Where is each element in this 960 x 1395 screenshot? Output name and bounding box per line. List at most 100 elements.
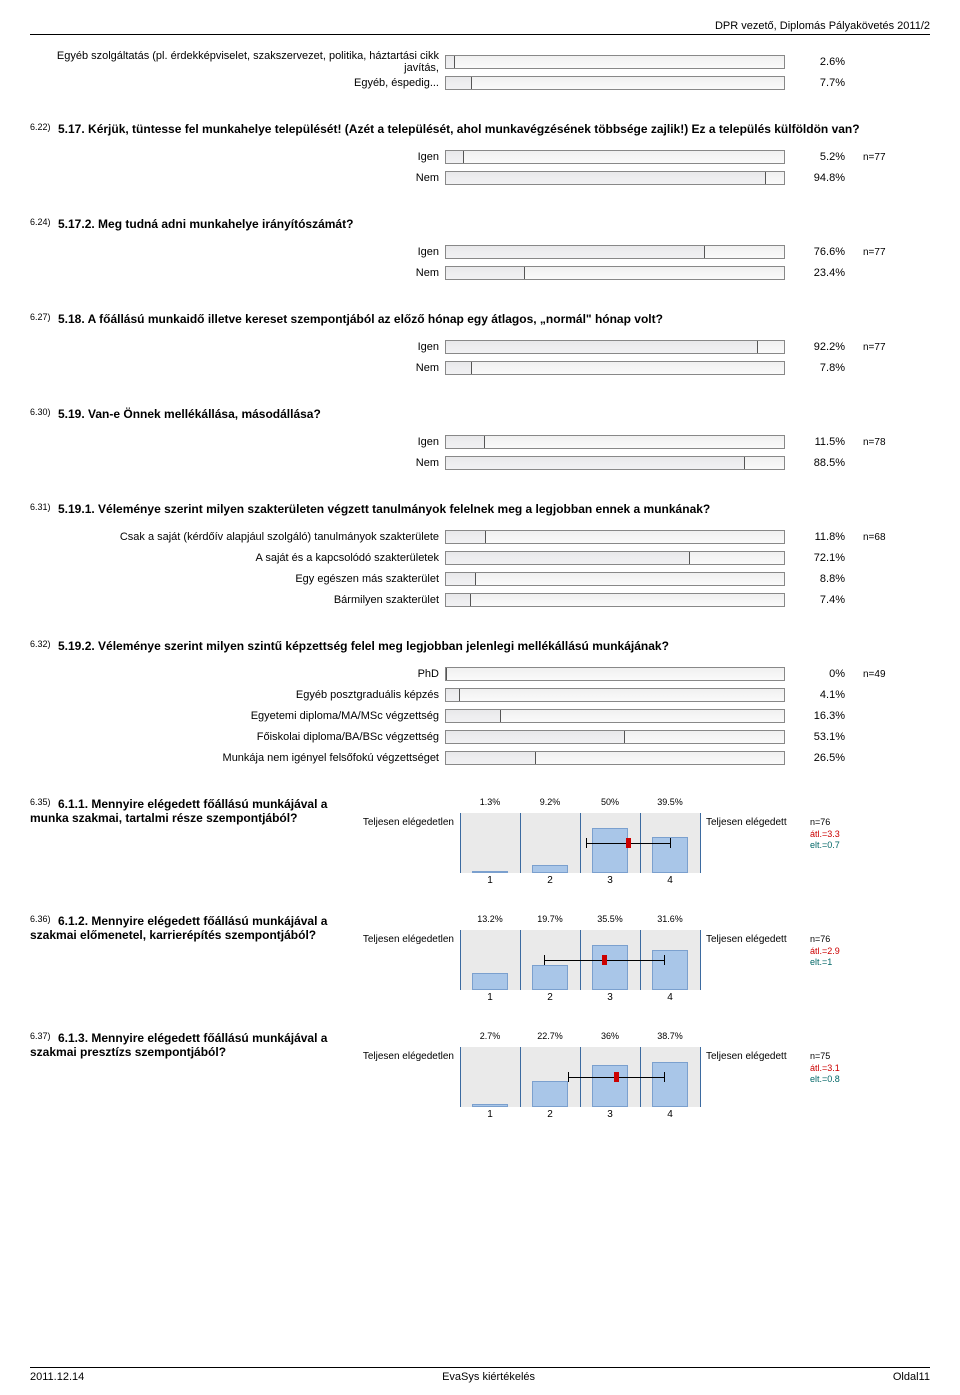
bar-fill bbox=[446, 341, 758, 353]
question-title: 5.19.1. Véleménye szerint milyen szakter… bbox=[58, 502, 710, 516]
bar-value: 92.2% bbox=[785, 341, 845, 353]
bar-fill bbox=[446, 531, 486, 543]
bar-box bbox=[445, 709, 785, 723]
likert-left-label: Teljesen elégedetlen bbox=[360, 797, 460, 828]
likert-dev: elt.=0.7 bbox=[810, 840, 880, 852]
bar-row: Igen5.2%n=77 bbox=[30, 148, 930, 166]
bar-label: Igen bbox=[30, 436, 445, 448]
bar-box bbox=[445, 730, 785, 744]
likert-pct: 19.7% bbox=[520, 914, 580, 924]
bar-row: Egyéb posztgraduális képzés4.1% bbox=[30, 686, 930, 704]
question-ref: 6.30) bbox=[30, 407, 58, 417]
likert-dev: elt.=0.8 bbox=[810, 1074, 880, 1086]
likert-tick: 2 bbox=[520, 1109, 580, 1120]
likert-left-label: Teljesen elégedetlen bbox=[360, 1031, 460, 1062]
footer-center: EvaSys kiértékelés bbox=[442, 1371, 535, 1383]
likert-tick: 3 bbox=[580, 875, 640, 886]
bar-box bbox=[445, 530, 785, 544]
bar-fill bbox=[446, 56, 455, 68]
likert-tick: 1 bbox=[460, 1109, 520, 1120]
likert-gridline bbox=[460, 930, 461, 990]
bar-fill bbox=[446, 362, 472, 374]
bar-label: Egyéb posztgraduális képzés bbox=[30, 689, 445, 701]
footer-right: Oldal11 bbox=[893, 1371, 930, 1383]
bar-value: 16.3% bbox=[785, 710, 845, 722]
likert-pct: 1.3% bbox=[460, 797, 520, 807]
likert-title: 6.1.1. Mennyire elégedett főállású munká… bbox=[30, 797, 327, 825]
likert-pct: 9.2% bbox=[520, 797, 580, 807]
likert-pct: 35.5% bbox=[580, 914, 640, 924]
bar-box bbox=[445, 245, 785, 259]
bar-fill bbox=[446, 172, 766, 184]
question-ref: 6.24) bbox=[30, 217, 58, 227]
likert-gridline bbox=[460, 813, 461, 873]
bar-value: 7.8% bbox=[785, 362, 845, 374]
bar-fill bbox=[446, 267, 525, 279]
question-block: 6.22)5.17. Kérjük, tüntesse fel munkahel… bbox=[30, 122, 930, 187]
likert-ci-cap bbox=[568, 1072, 569, 1082]
likert-tick: 3 bbox=[580, 992, 640, 1003]
bar-row: Csak a saját (kérdőív alapjául szolgáló)… bbox=[30, 528, 930, 546]
bar-fill bbox=[446, 77, 472, 89]
bar-value: 26.5% bbox=[785, 752, 845, 764]
likert-right-label: Teljesen elégedett bbox=[700, 1031, 810, 1062]
question-title: 5.18. A főállású munkaidő illetve kerese… bbox=[58, 312, 663, 326]
likert-tick: 1 bbox=[460, 875, 520, 886]
likert-stats: n=76átl.=3.3elt.=0.7 bbox=[810, 797, 880, 852]
bar-label: Igen bbox=[30, 151, 445, 163]
likert-right-label: Teljesen elégedett bbox=[700, 914, 810, 945]
bar-label: A saját és a kapcsolódó szakterületek bbox=[30, 552, 445, 564]
likert-bar bbox=[592, 945, 628, 990]
bar-label: Csak a saját (kérdőív alapjául szolgáló)… bbox=[30, 531, 445, 543]
page-footer: 2011.12.14 EvaSys kiértékelés Oldal11 bbox=[30, 1367, 930, 1383]
bar-fill bbox=[446, 689, 460, 701]
bar-n: n=78 bbox=[845, 437, 905, 448]
bar-value: 8.8% bbox=[785, 573, 845, 585]
likert-mean-mark bbox=[626, 838, 631, 848]
bar-label: Nem bbox=[30, 457, 445, 469]
bar-n: n=68 bbox=[845, 532, 905, 543]
likert-block: 6.35)6.1.1. Mennyire elégedett főállású … bbox=[30, 797, 930, 886]
bar-row: Nem7.8% bbox=[30, 359, 930, 377]
bar-row: Nem 94.8% bbox=[30, 169, 930, 187]
bar-n: n=77 bbox=[845, 342, 905, 353]
page-header: DPR vezető, Diplomás Pályakövetés 2011/2 bbox=[30, 20, 930, 35]
bar-label: Nem bbox=[30, 172, 445, 184]
bar-box bbox=[445, 76, 785, 90]
question-block: 6.24)5.17.2. Meg tudná adni munkahelye i… bbox=[30, 217, 930, 282]
bar-box bbox=[445, 340, 785, 354]
likert-gridline bbox=[580, 813, 581, 873]
likert-gridline bbox=[700, 1047, 701, 1107]
bar-box bbox=[445, 361, 785, 375]
likert-ci-cap bbox=[664, 955, 665, 965]
likert-mean-mark bbox=[614, 1072, 619, 1082]
likert-gridline bbox=[460, 1047, 461, 1107]
likert-pct: 50% bbox=[580, 797, 640, 807]
likert-title: 6.1.3. Mennyire elégedett főállású munká… bbox=[30, 1031, 327, 1059]
bar-fill bbox=[446, 752, 536, 764]
question-ref: 6.37) bbox=[30, 1031, 58, 1041]
likert-tick: 1 bbox=[460, 992, 520, 1003]
bar-value: 11.5% bbox=[785, 436, 845, 448]
bar-fill bbox=[446, 151, 464, 163]
bar-n: n=49 bbox=[845, 669, 905, 680]
bar-label: Egyéb szolgáltatás (pl. érdekképviselet,… bbox=[30, 50, 445, 74]
likert-stats: n=75átl.=3.1elt.=0.8 bbox=[810, 1031, 880, 1086]
bar-fill bbox=[446, 436, 485, 448]
likert-bar bbox=[592, 1065, 628, 1107]
question-ref: 6.36) bbox=[30, 914, 58, 924]
likert-bar bbox=[472, 871, 508, 873]
bar-box bbox=[445, 55, 785, 69]
likert-chart bbox=[460, 1047, 700, 1107]
bar-fill bbox=[446, 552, 690, 564]
question-title: 5.17. Kérjük, tüntesse fel munkahelye te… bbox=[58, 122, 860, 136]
likert-chart-wrap: 1.3%9.2%50%39.5%1234 bbox=[460, 797, 700, 886]
bar-row: Egyéb szolgáltatás (pl. érdekképviselet,… bbox=[30, 53, 930, 71]
bar-value: 94.8% bbox=[785, 172, 845, 184]
bar-fill bbox=[446, 731, 625, 743]
bar-box bbox=[445, 572, 785, 586]
likert-block: 6.37)6.1.3. Mennyire elégedett főállású … bbox=[30, 1031, 930, 1120]
bar-row: Igen76.6%n=77 bbox=[30, 243, 930, 261]
likert-tick: 4 bbox=[640, 992, 700, 1003]
bar-row: Egy egészen más szakterület8.8% bbox=[30, 570, 930, 588]
